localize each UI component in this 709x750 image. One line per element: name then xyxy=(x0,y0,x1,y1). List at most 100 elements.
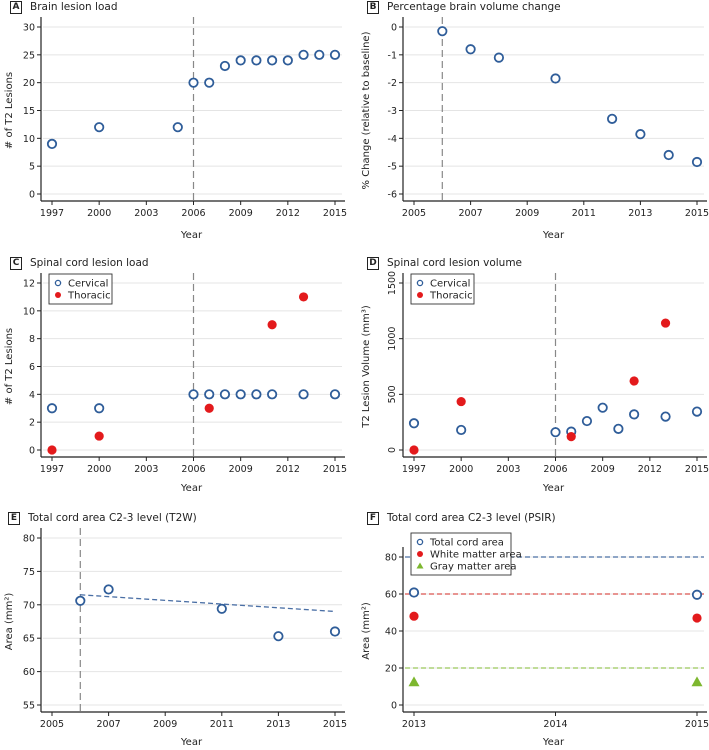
panel-title-text: Total cord area C2-3 level (T2W) xyxy=(28,512,197,524)
y-tick-label: 5 xyxy=(29,162,35,173)
y-tick-label: 0 xyxy=(29,190,35,201)
x-tick-label: 2009 xyxy=(229,464,253,475)
y-tick-label: -1 xyxy=(388,50,397,61)
x-tick-label: 2012 xyxy=(276,464,300,475)
data-point xyxy=(188,389,199,400)
x-tick-label: 2007 xyxy=(97,719,121,730)
data-point xyxy=(219,60,231,72)
x-tick-label: 2003 xyxy=(496,464,520,475)
x-tick-label: 2006 xyxy=(181,464,205,475)
data-point xyxy=(581,415,593,427)
data-point xyxy=(46,138,58,149)
panel-letter: C xyxy=(10,257,22,270)
legend-label: White matter area xyxy=(430,550,522,561)
x-tick-label: 2012 xyxy=(276,208,300,219)
y-tick-label: 70 xyxy=(23,600,35,611)
x-tick-label: 1997 xyxy=(40,208,64,219)
data-point xyxy=(267,389,278,400)
y-axis-label: # of T2 Lesions xyxy=(4,328,15,405)
data-point xyxy=(46,403,58,414)
y-tick-label: 10 xyxy=(23,306,35,317)
data-point xyxy=(635,129,646,140)
data-point xyxy=(456,424,467,436)
x-tick-label: 2015 xyxy=(685,464,709,475)
x-axis-label: Year xyxy=(542,737,565,748)
data-point xyxy=(204,77,215,88)
y-tick-label: 80 xyxy=(23,534,35,545)
panel-letter: F xyxy=(367,512,379,525)
y-tick-label: -3 xyxy=(388,106,397,117)
y-tick-label: 6 xyxy=(29,362,35,373)
data-point xyxy=(75,595,86,606)
legend-box xyxy=(48,273,113,305)
y-tick-label: 1500 xyxy=(387,271,398,295)
panel-title-text: Spinal cord lesion volume xyxy=(387,257,523,269)
panel-f: F Total cord area C2-3 level (PSIR) 0 20 40… xyxy=(355,500,709,750)
legend-label: Total cord area xyxy=(429,538,504,549)
chart-b: -6 -5 -4 -3 -2 -1 0 2005 2007 2009 2011 2013 2015 Yea… xyxy=(361,17,709,241)
legend-marker xyxy=(54,279,62,287)
panel-title: D Spinal cord lesion volume xyxy=(367,257,522,270)
x-axis-label: Year xyxy=(180,230,203,241)
x-tick-label: 2015 xyxy=(323,464,347,475)
legend-box xyxy=(410,273,475,305)
data-point xyxy=(437,26,448,37)
x-tick-label: 2015 xyxy=(323,719,347,730)
x-tick-label: 2000 xyxy=(87,208,111,219)
data-point xyxy=(408,418,420,429)
data-point xyxy=(235,55,246,66)
x-tick-label: 2013 xyxy=(402,719,426,730)
data-point xyxy=(629,409,640,420)
legend-marker xyxy=(416,562,424,569)
x-tick-label: 2000 xyxy=(87,464,111,475)
data-point xyxy=(273,631,284,642)
data-point xyxy=(629,376,639,386)
data-point xyxy=(94,403,105,414)
y-tick-label: 55 xyxy=(23,701,35,712)
data-point xyxy=(216,603,227,614)
panel-title: C Spinal cord lesion load xyxy=(10,257,149,270)
x-tick-label: 2007 xyxy=(459,208,483,219)
x-axis-label: Year xyxy=(180,737,203,748)
y-tick-label: 25 xyxy=(23,50,35,61)
legend-label: Cervical xyxy=(68,279,108,290)
y-tick-label: -6 xyxy=(388,190,397,201)
y-tick-label: 60 xyxy=(23,667,35,678)
x-tick-label: 2015 xyxy=(685,208,709,219)
data-point xyxy=(691,406,703,417)
panel-e: E Total cord area C2-3 level (T2W) 55 60 65… xyxy=(0,500,354,750)
data-point xyxy=(103,584,114,595)
x-tick-label: 2013 xyxy=(628,208,652,219)
y-tick-label: 65 xyxy=(23,634,35,645)
y-tick-label: 60 xyxy=(385,590,397,601)
x-tick-label: 1997 xyxy=(40,464,64,475)
data-point xyxy=(465,44,476,55)
y-tick-label: -2 xyxy=(388,78,397,89)
chart-d: 0 500 1000 1500 1997 2000 2003 2006 2009 2012 2015… xyxy=(361,271,709,494)
data-point xyxy=(692,613,702,623)
data-point xyxy=(660,318,671,328)
x-tick-label: 2005 xyxy=(40,719,64,730)
panel-title-text: Brain lesion load xyxy=(30,1,118,13)
x-tick-label: 2006 xyxy=(181,208,205,219)
data-point xyxy=(282,55,293,66)
panel-title: A Brain lesion load xyxy=(10,1,118,14)
y-axis-label: T2 Lesion Volume (mm³) xyxy=(361,305,372,429)
x-tick-label: 2009 xyxy=(515,208,539,219)
panel-letter: D xyxy=(367,257,379,270)
data-point xyxy=(566,432,576,442)
x-axis-label: Year xyxy=(542,483,565,494)
data-point xyxy=(409,445,419,455)
y-tick-label: -5 xyxy=(388,162,397,173)
legend-marker xyxy=(417,551,423,557)
data-point xyxy=(267,55,278,66)
y-tick-label: 30 xyxy=(23,23,35,34)
data-point xyxy=(663,149,674,161)
data-point xyxy=(660,411,671,422)
y-tick-label: 20 xyxy=(385,664,397,675)
y-tick-label: 75 xyxy=(23,567,35,578)
x-tick-label: 2005 xyxy=(402,208,426,219)
data-point xyxy=(329,626,341,637)
x-tick-label: 2011 xyxy=(572,208,596,219)
data-point xyxy=(607,113,618,124)
